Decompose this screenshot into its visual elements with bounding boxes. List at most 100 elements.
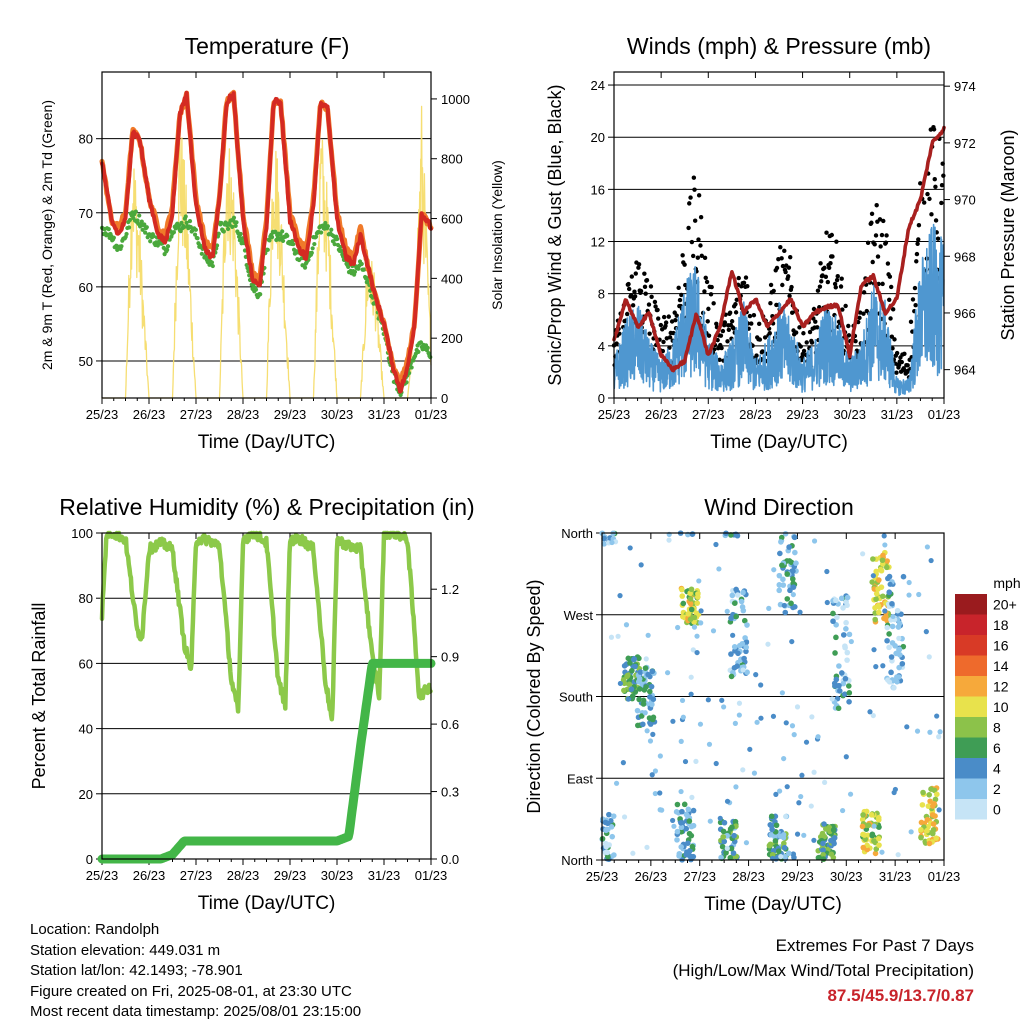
direction-point (601, 535, 607, 542)
direction-point (693, 758, 699, 764)
gust-point (870, 259, 875, 265)
x-axis-label: Time (Day/UTC) (710, 432, 848, 453)
gust-point (927, 196, 932, 202)
gust-point (663, 320, 669, 325)
x-tick-label: 31/23 (368, 407, 401, 422)
gust-point (702, 289, 707, 294)
gust-point (899, 359, 904, 365)
x-tick-label: 31/23 (879, 869, 912, 884)
gust-point (658, 322, 664, 328)
y2-tick-label: 0.3 (441, 785, 459, 800)
legend-swatch (955, 799, 987, 820)
direction-point (733, 784, 739, 790)
y2-tick-label: 1.2 (441, 582, 459, 597)
direction-point (720, 834, 727, 840)
direction-point (781, 844, 788, 851)
gust-point (754, 353, 759, 358)
gust-point (749, 321, 754, 326)
y2-axis-label: Station Pressure (Maroon) (998, 129, 1018, 340)
gust-point (692, 187, 697, 192)
direction-point (649, 668, 656, 675)
dewpoint-point (219, 220, 224, 226)
direction-point (884, 637, 890, 644)
direction-point (832, 650, 838, 656)
direction-point (859, 816, 866, 823)
direction-point (879, 849, 885, 855)
direction-point (860, 551, 866, 557)
dewpoint-point (126, 225, 132, 230)
direction-point (778, 853, 784, 860)
gust-point (664, 336, 669, 341)
gust-point (691, 253, 696, 259)
gust-point (691, 175, 697, 180)
direction-point (698, 620, 704, 626)
gust-point (731, 326, 736, 331)
gust-point (649, 294, 654, 299)
direction-point (697, 721, 704, 727)
gust-point (771, 288, 776, 294)
direction-point (679, 586, 685, 593)
direction-point (605, 853, 611, 860)
dewpoint-point (221, 229, 226, 234)
gust-point (780, 282, 785, 288)
direction-point (781, 840, 787, 847)
gust-point (787, 293, 792, 299)
direction-point (670, 718, 676, 724)
direction-point (882, 542, 888, 548)
gust-point (878, 244, 883, 249)
x-tick-label: 30/23 (321, 407, 354, 422)
x-tick-label: 28/23 (739, 407, 772, 422)
gust-point (725, 339, 730, 344)
direction-point (740, 667, 746, 673)
dewpoint-point (135, 218, 140, 223)
legend-swatch (955, 594, 987, 615)
direction-point (754, 719, 760, 725)
direction-point (664, 670, 671, 676)
direction-point (788, 600, 794, 607)
direction-point (793, 560, 799, 566)
direction-point (786, 544, 792, 550)
direction-point (929, 812, 936, 818)
x-axis-label: Time (Day/UTC) (198, 432, 336, 453)
direction-point (740, 607, 747, 614)
direction-point (914, 728, 921, 734)
gust-point (689, 239, 695, 245)
direction-point (636, 686, 643, 692)
direction-point (620, 677, 627, 683)
gust-point (743, 275, 749, 280)
gust-point (833, 285, 838, 290)
direction-point (898, 611, 904, 617)
direction-point (843, 619, 849, 626)
direction-point (666, 537, 672, 543)
legend-label: 0 (993, 801, 1001, 817)
direction-point (729, 824, 735, 831)
x-tick-label: 25/23 (586, 869, 619, 884)
legend-label: 14 (993, 658, 1009, 674)
plot-frame (101, 532, 432, 860)
gust-point (711, 301, 716, 306)
direction-point (691, 624, 698, 630)
direction-point (932, 796, 939, 803)
direction-point (775, 848, 782, 855)
gust-point (695, 255, 701, 260)
direction-point (778, 539, 784, 545)
direction-point (811, 538, 818, 544)
y2-tick-label: 400 (441, 271, 463, 286)
y-tick-label: 8 (598, 287, 605, 302)
gust-point (698, 243, 703, 248)
direction-point (694, 649, 700, 656)
dewpoint-point (428, 355, 433, 360)
direction-point (842, 644, 848, 651)
direction-point (611, 852, 617, 858)
gust-point (714, 321, 719, 326)
latlon-text: Station lat/lon: 42.1493; -78.901 (30, 962, 243, 979)
gust-point (835, 274, 840, 279)
legend-swatch (955, 778, 987, 799)
direction-point (873, 664, 879, 670)
legend-label: 2 (993, 781, 1001, 797)
gust-point (807, 329, 813, 335)
x-tick-label: 27/23 (180, 868, 213, 883)
direction-point (860, 812, 866, 818)
direction-point (919, 802, 926, 808)
direction-point (743, 648, 749, 655)
